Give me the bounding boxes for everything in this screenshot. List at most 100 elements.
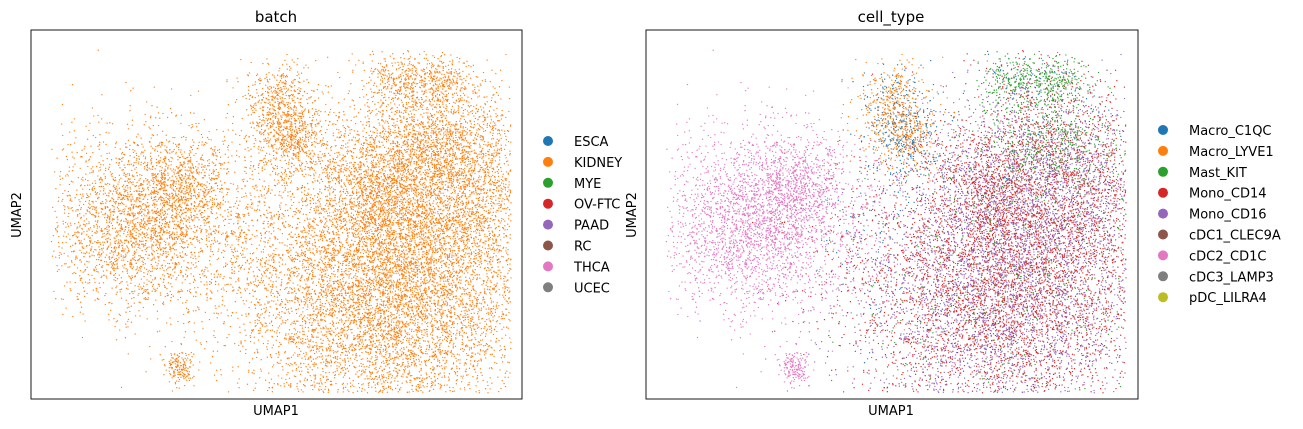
data-point [397,372,399,374]
data-point [435,244,437,246]
data-point [483,288,486,290]
data-point [326,285,328,287]
data-point [465,363,467,365]
data-point [440,323,442,325]
data-point [354,263,357,266]
data-point [491,347,493,349]
data-point [492,301,495,303]
data-point [344,292,347,295]
data-point [507,302,509,304]
data-point [365,241,367,243]
data-point [300,301,303,303]
data-point [408,243,410,245]
data-point [492,316,494,318]
data-point [441,266,443,269]
data-point [408,154,410,156]
data-point [392,297,394,300]
data-point [372,296,374,298]
data-point [389,160,391,162]
data-point [356,267,358,269]
data-point [388,363,390,365]
data-point [487,345,490,347]
data-point [269,237,271,239]
data-point [410,286,412,288]
data-point [279,304,282,306]
data-point [397,353,399,355]
data-point [263,271,265,273]
data-point [370,248,372,250]
data-point [447,200,449,202]
data-point [432,205,435,208]
data-point [479,368,482,370]
data-point [330,360,333,363]
data-point [349,221,351,223]
data-point [365,282,367,284]
data-point [403,370,406,372]
data-point [414,287,416,290]
data-point [386,219,389,222]
data-point [270,378,273,380]
data-point [429,157,431,159]
data-point [409,313,411,315]
data-point [422,254,424,256]
data-point [237,279,239,281]
data-point [310,349,313,351]
data-point [346,251,348,253]
data-point [193,322,195,324]
data-point [434,197,437,199]
data-point [475,338,477,341]
data-point [293,290,296,292]
data-point [441,368,444,370]
data-point [427,282,429,284]
data-point [507,254,509,256]
data-point [495,249,498,251]
data-point [270,285,272,288]
data-point [346,329,348,332]
data-point [467,374,469,376]
data-point [485,352,487,354]
data-point [503,317,505,320]
data-point [368,323,371,325]
data-point [278,325,281,327]
data-point [458,265,460,267]
data-point [278,261,280,263]
data-point [237,265,239,267]
data-point [425,290,428,292]
data-point [435,273,437,275]
data-point [400,347,403,349]
data-point [307,249,309,251]
data-point [407,304,410,306]
data-point [508,298,510,300]
data-point [473,306,475,308]
data-point [292,282,294,284]
data-point [367,319,369,321]
data-point [358,227,360,230]
data-point [341,351,344,354]
data-point [381,285,383,287]
data-point [489,256,492,258]
data-point [412,355,414,357]
data-point [359,187,362,189]
data-point [509,234,511,236]
data-point [469,305,471,307]
data-point [404,245,406,247]
data-point [486,328,488,330]
data-point [327,337,329,340]
data-point [439,287,442,290]
data-point [363,332,365,334]
data-point [271,391,274,393]
data-point [434,347,436,349]
data-point [401,196,403,198]
data-point [415,291,417,294]
data-point [390,381,393,383]
data-point [350,319,352,322]
data-point [360,277,362,279]
data-point [339,319,341,321]
data-point [359,348,362,350]
data-point [451,298,453,301]
data-point [350,311,352,313]
data-point [340,354,342,356]
data-point [251,207,253,209]
data-point [318,382,320,384]
data-point [334,210,337,213]
